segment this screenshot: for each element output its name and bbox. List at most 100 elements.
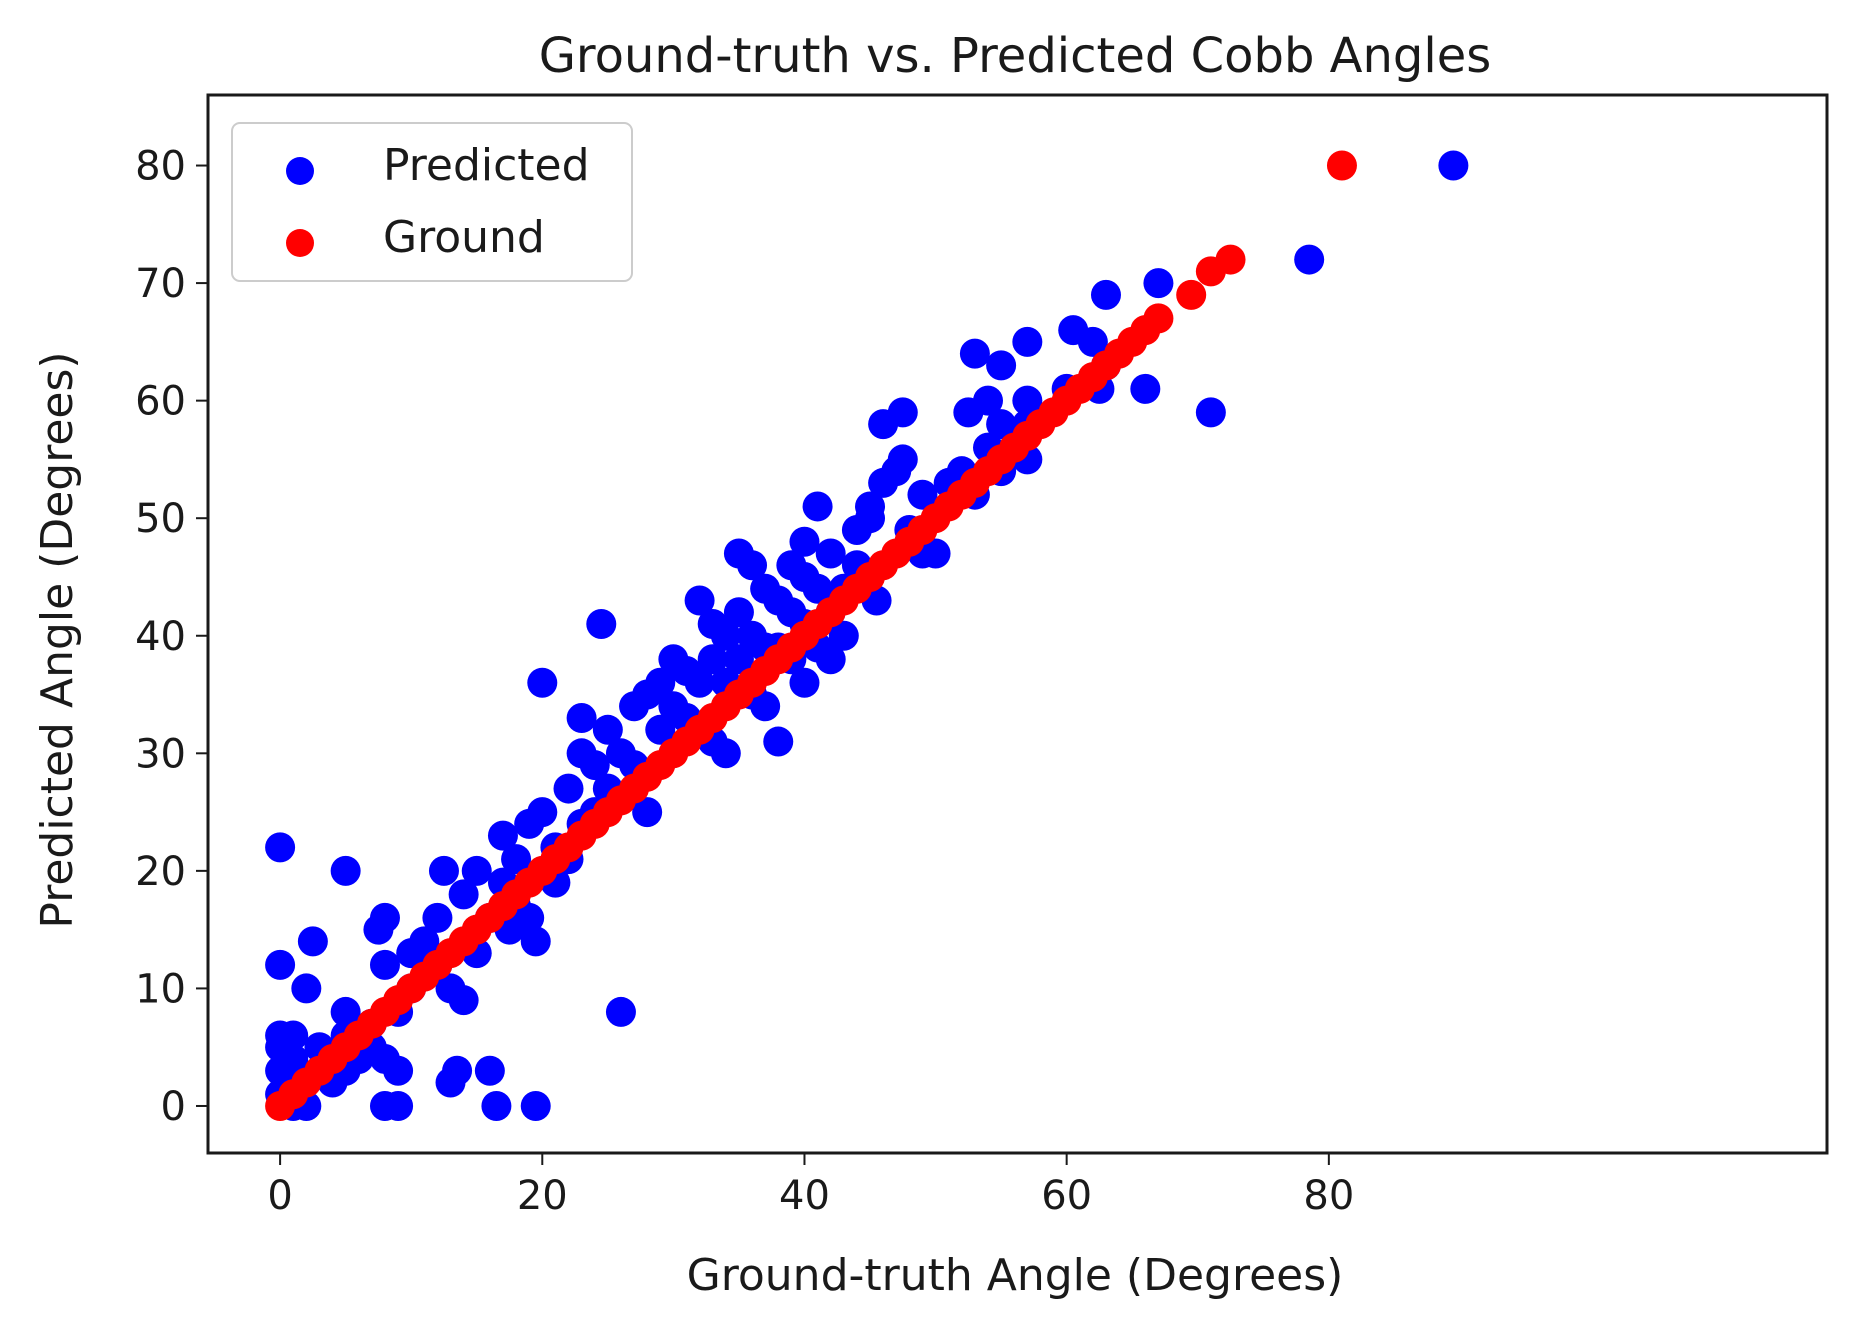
point-predicted (383, 1055, 414, 1086)
point-predicted (265, 949, 296, 980)
y-tick-label: 50 (135, 496, 186, 542)
point-predicted (737, 550, 768, 581)
point-predicted (789, 667, 820, 698)
point-predicted (527, 667, 558, 698)
legend-marker-ground (286, 229, 314, 257)
point-predicted (802, 573, 833, 604)
point-predicted (605, 996, 636, 1027)
point-predicted (487, 820, 518, 851)
point-predicted (697, 644, 728, 675)
point-predicted (684, 585, 715, 616)
point-predicted (1438, 150, 1469, 181)
legend: Predicted Ground (231, 122, 633, 282)
point-predicted (815, 538, 846, 569)
point-predicted (448, 879, 479, 910)
point-predicted (789, 526, 820, 557)
point-predicted (369, 902, 400, 933)
legend-box (231, 122, 633, 282)
point-predicted (474, 1055, 505, 1086)
point-predicted (501, 844, 532, 875)
point-predicted (1012, 326, 1043, 357)
y-axis-ticks: 0 10 20 30 40 50 60 70 80 (135, 144, 208, 1130)
point-predicted (586, 609, 617, 639)
point-predicted (1090, 279, 1121, 310)
plot-frame (206, 93, 1829, 1155)
point-predicted (520, 926, 551, 957)
point-predicted (330, 855, 361, 886)
x-tick-label: 0 (267, 1173, 292, 1219)
point-predicted (297, 926, 328, 957)
point-predicted (723, 644, 754, 675)
point-predicted (291, 973, 322, 1004)
series-ground (265, 150, 1357, 1121)
point-predicted (553, 773, 584, 804)
point-predicted (959, 338, 990, 369)
x-tick-label: 80 (1303, 1173, 1354, 1219)
x-axis-label: Ground-truth Angle (Degrees) (687, 1250, 1344, 1301)
point-predicted (887, 444, 918, 475)
point-predicted (1130, 373, 1161, 404)
point-predicted (369, 949, 400, 980)
point-predicted (750, 691, 781, 722)
x-tick-label: 20 (517, 1173, 568, 1219)
y-tick-label: 10 (135, 966, 186, 1012)
point-predicted (1012, 385, 1043, 416)
point-ground (1326, 150, 1357, 181)
point-predicted (428, 855, 459, 886)
x-tick-label: 40 (779, 1173, 830, 1219)
point-predicted (409, 926, 440, 957)
point-predicted (723, 597, 754, 628)
point-predicted (1294, 244, 1325, 275)
point-predicted (265, 832, 296, 863)
x-axis-ticks: 0 20 40 60 80 (267, 1153, 1354, 1219)
point-predicted (527, 797, 558, 828)
point-ground (1176, 279, 1207, 310)
y-axis-label: Predicted Angle (Degrees) (32, 351, 83, 928)
point-predicted (986, 409, 1017, 440)
point-predicted (632, 797, 663, 828)
point-ground (1215, 244, 1246, 275)
y-tick-label: 60 (135, 379, 186, 425)
point-predicted (461, 855, 492, 886)
point-predicted (710, 620, 741, 651)
point-predicted (422, 902, 453, 933)
point-predicted (481, 1090, 512, 1121)
point-predicted (645, 714, 676, 745)
y-tick-label: 80 (135, 144, 186, 190)
point-predicted (973, 385, 1004, 416)
legend-marker-predicted (286, 157, 314, 185)
y-tick-label: 0 (161, 1084, 186, 1130)
points-layer (265, 150, 1469, 1121)
point-predicted (855, 491, 886, 522)
point-predicted (520, 1090, 551, 1121)
point-predicted (920, 538, 951, 569)
y-tick-label: 30 (135, 731, 186, 777)
point-ground (1143, 303, 1174, 334)
point-predicted (684, 667, 715, 698)
point-predicted (645, 667, 676, 698)
point-predicted (278, 1020, 309, 1051)
point-predicted (383, 1090, 414, 1121)
point-predicted (802, 491, 833, 522)
point-predicted (579, 750, 610, 781)
point-predicted (330, 996, 361, 1027)
point-predicted (1195, 397, 1226, 428)
point-predicted (887, 397, 918, 428)
point-predicted (815, 644, 846, 675)
legend-label-predicted: Predicted (383, 140, 590, 191)
point-predicted (448, 985, 479, 1016)
legend-label-ground: Ground (383, 212, 545, 263)
chart-title: Ground-truth vs. Predicted Cobb Angles (539, 28, 1492, 84)
point-predicted (907, 479, 938, 510)
point-predicted (566, 703, 597, 734)
point-predicted (514, 902, 545, 933)
y-tick-label: 40 (135, 614, 186, 660)
point-predicted (828, 620, 859, 651)
point-predicted (592, 714, 623, 745)
point-predicted (1143, 268, 1174, 299)
y-tick-label: 70 (135, 261, 186, 307)
x-tick-label: 60 (1041, 1173, 1092, 1219)
point-predicted (710, 738, 741, 769)
point-predicted (986, 350, 1017, 381)
